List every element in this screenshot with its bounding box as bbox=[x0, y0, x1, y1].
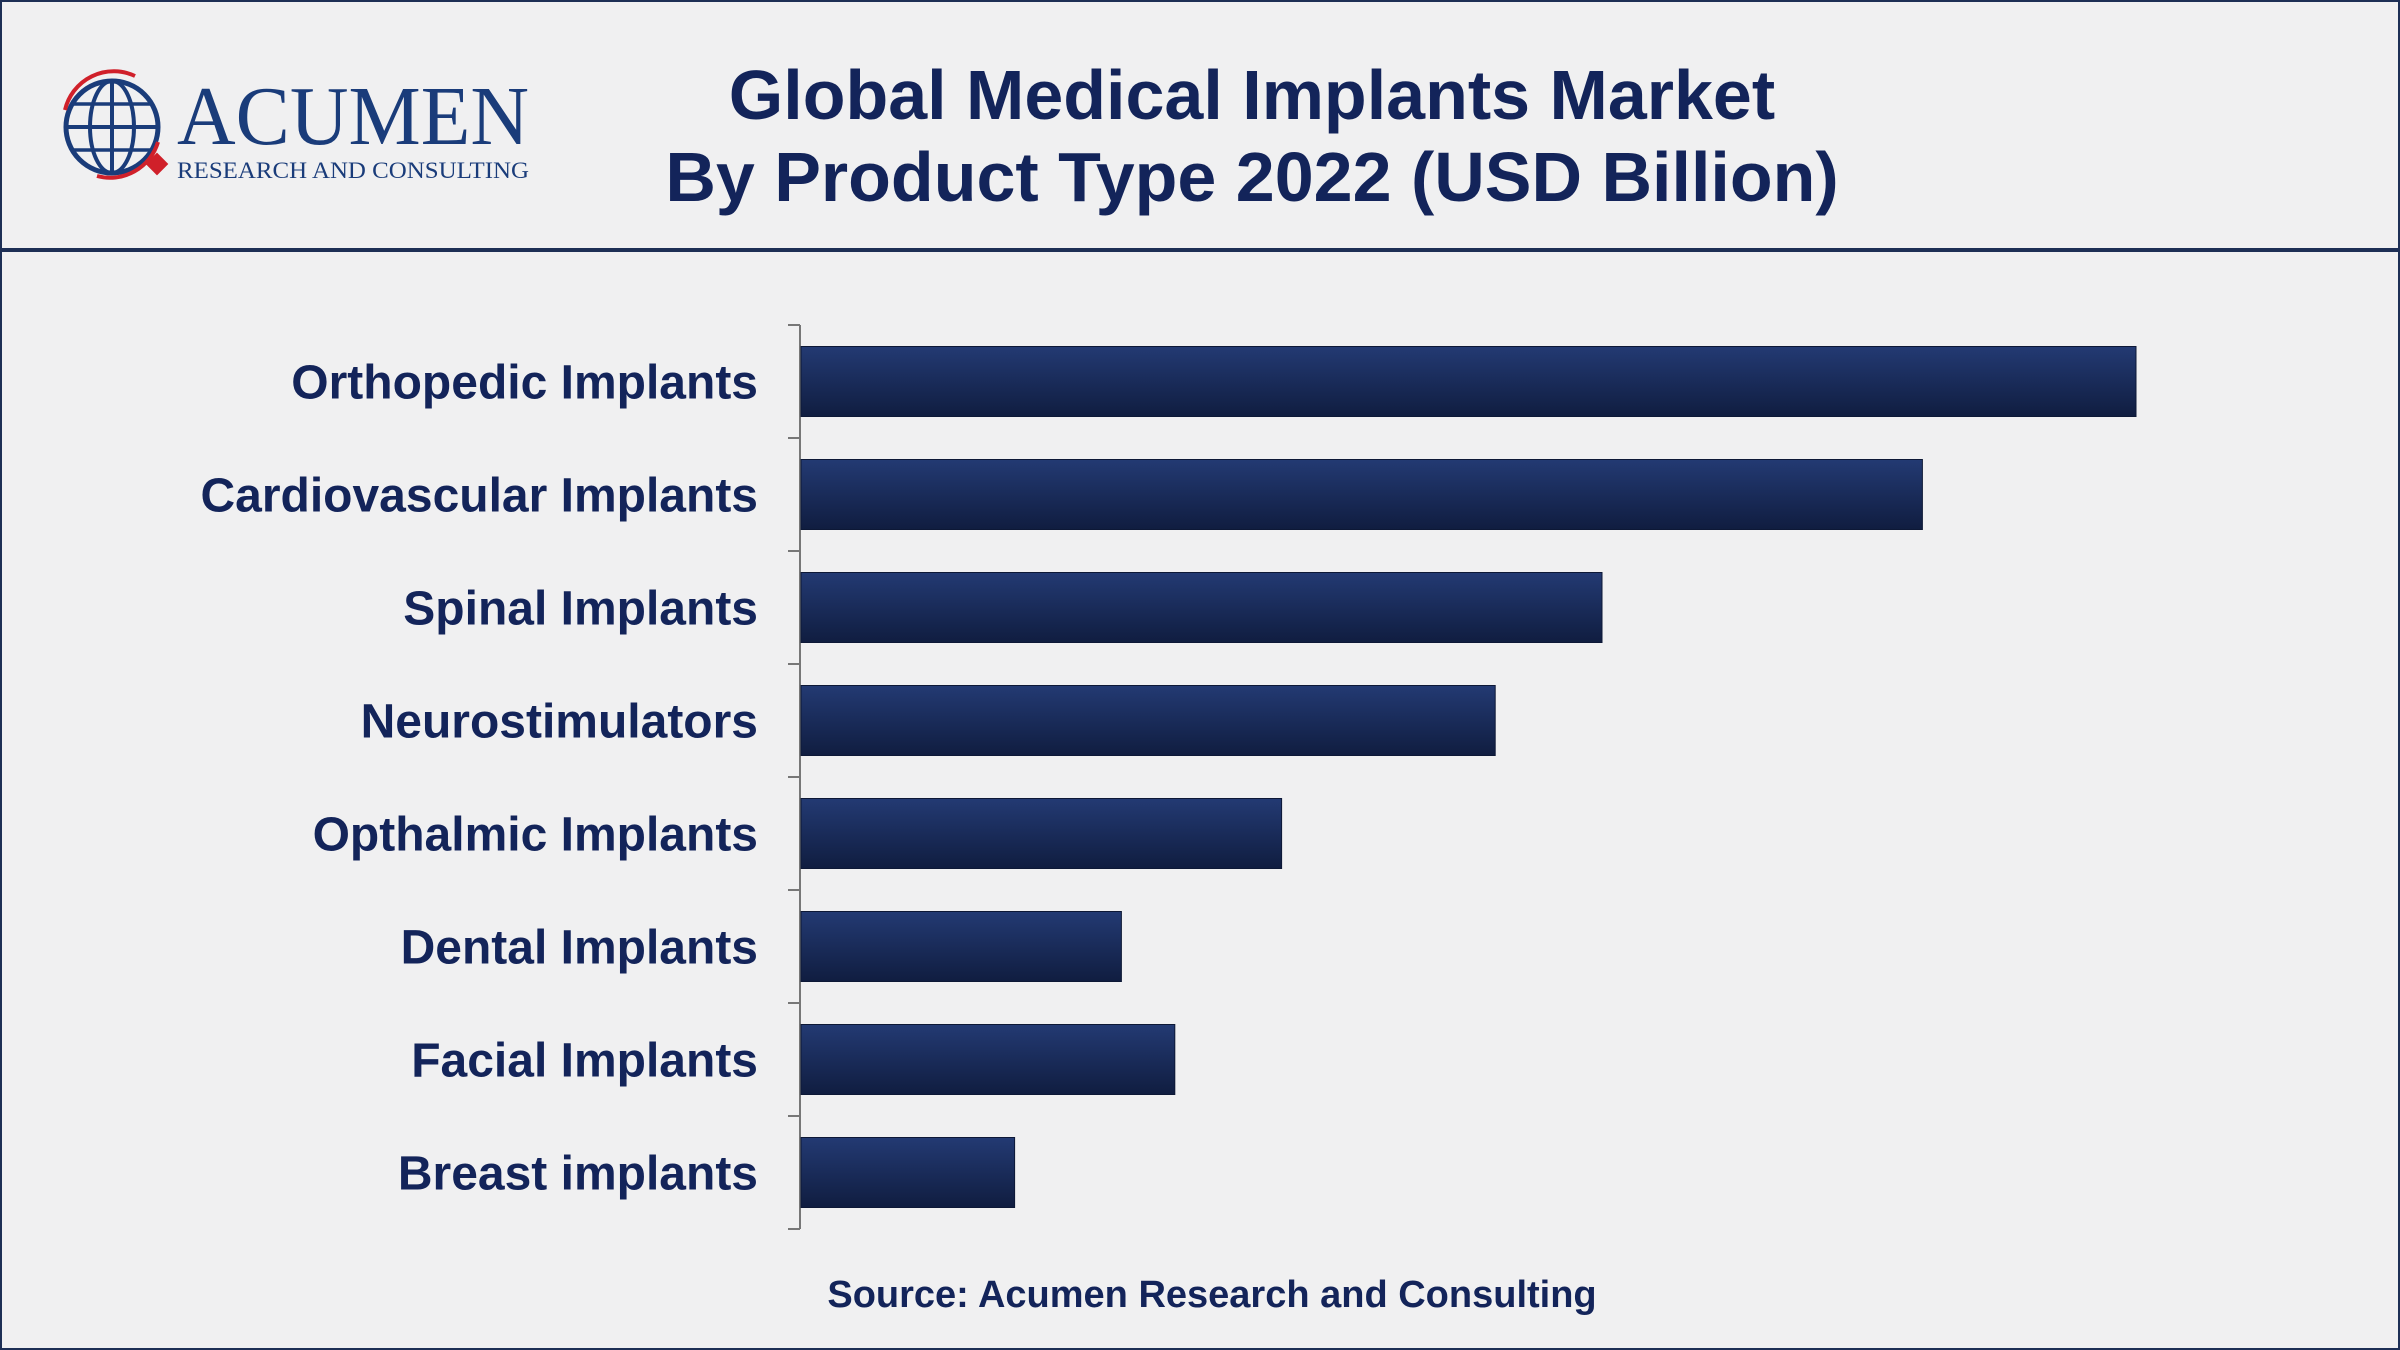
brand-tagline: RESEARCH AND CONSULTING bbox=[177, 158, 529, 183]
category-label: Dental Implants bbox=[401, 922, 758, 975]
bar-chart: Orthopedic Implants Cardiovascular Implan… bbox=[200, 324, 2137, 1230]
bar bbox=[800, 798, 1283, 869]
category-label: Breast implants bbox=[398, 1148, 758, 1201]
bar bbox=[800, 572, 1603, 643]
category-label: Neurostimulators bbox=[361, 696, 758, 749]
title-line-1: Global Medical Implants Market bbox=[728, 56, 1776, 134]
acumen-logo: ACUMEN RESEARCH AND CONSULTING bbox=[63, 69, 529, 183]
category-label: Opthalmic Implants bbox=[313, 809, 758, 862]
globe-icon bbox=[63, 69, 169, 180]
bar bbox=[800, 911, 1122, 982]
source-note: Source: Acumen Research and Consulting bbox=[827, 1274, 1597, 1316]
bar bbox=[800, 685, 1496, 756]
bar bbox=[800, 1137, 1016, 1208]
brand-name: ACUMEN bbox=[177, 70, 529, 163]
category-label: Orthopedic Implants bbox=[291, 357, 758, 410]
bar bbox=[800, 346, 2137, 417]
bar bbox=[800, 1024, 1176, 1095]
category-label: Facial Implants bbox=[411, 1035, 758, 1088]
header: ACUMEN RESEARCH AND CONSULTING Global Me… bbox=[2, 2, 2398, 252]
chart-title: Global Medical Implants Market By Produc… bbox=[562, 54, 1942, 218]
category-label: Spinal Implants bbox=[403, 583, 758, 636]
category-label: Cardiovascular Implants bbox=[200, 470, 758, 523]
bar bbox=[800, 459, 1923, 530]
title-line-2: By Product Type 2022 (USD Billion) bbox=[665, 138, 1839, 216]
